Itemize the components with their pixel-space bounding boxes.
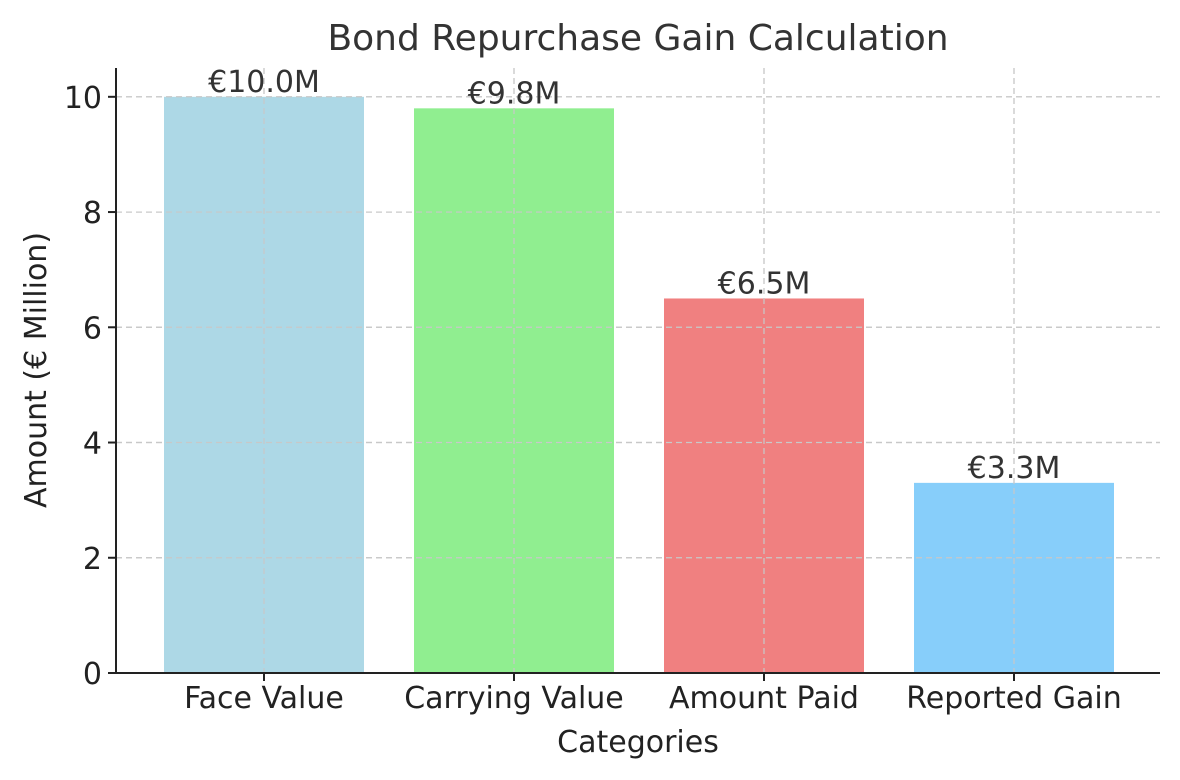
x-tick-label: Face Value	[184, 681, 344, 716]
bar-amount-paid	[664, 298, 864, 673]
x-tick-label: Reported Gain	[906, 681, 1121, 716]
bar-data-label: €10.0M	[208, 65, 320, 100]
x-tick-label: Amount Paid	[669, 681, 859, 716]
x-tick-label: Carrying Value	[404, 681, 624, 716]
y-tick-label: 4	[83, 427, 102, 462]
y-tick-label: 2	[83, 542, 102, 577]
y-tick-label: 8	[83, 196, 102, 231]
bar-data-label: €6.5M	[718, 266, 811, 301]
bar-data-label: €9.8M	[468, 76, 561, 111]
chart-title: Bond Repurchase Gain Calculation	[327, 18, 948, 59]
bars	[116, 68, 1160, 674]
x-axis-label: Categories	[557, 725, 719, 760]
y-tick-label: 6	[83, 311, 102, 346]
axes: 0 2 4 6 8 10 Face Value Carrying Value Amount Pa…	[64, 68, 1160, 716]
data-labels: €10.0M €9.8M €6.5M €3.3M	[208, 65, 1060, 486]
y-tick-label: 10	[64, 81, 102, 116]
y-axis-label: Amount (€ Million)	[19, 232, 54, 508]
y-tick-label: 0	[83, 657, 102, 692]
bar-data-label: €3.3M	[968, 451, 1061, 486]
